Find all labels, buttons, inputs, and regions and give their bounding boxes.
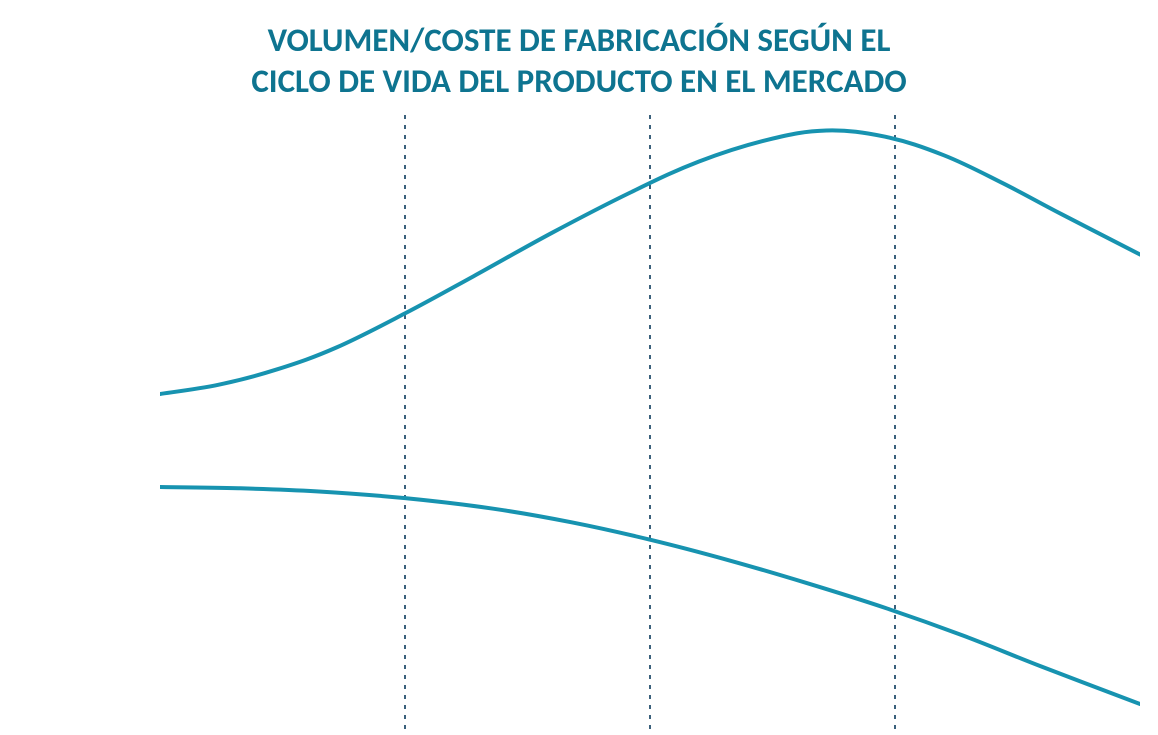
chart-svg <box>160 115 1140 735</box>
series-volumen <box>160 130 1140 394</box>
chart-title-line1: VOLUMEN/COSTE DE FABRICACIÓN SEGÚN EL <box>268 20 891 60</box>
chart-title: VOLUMEN/COSTE DE FABRICACIÓN SEGÚN EL CI… <box>0 20 1158 103</box>
chart-title-line2: CICLO DE VIDA DEL PRODUCTO EN EL MERCADO <box>251 61 906 101</box>
chart-plot-area <box>160 115 1140 735</box>
